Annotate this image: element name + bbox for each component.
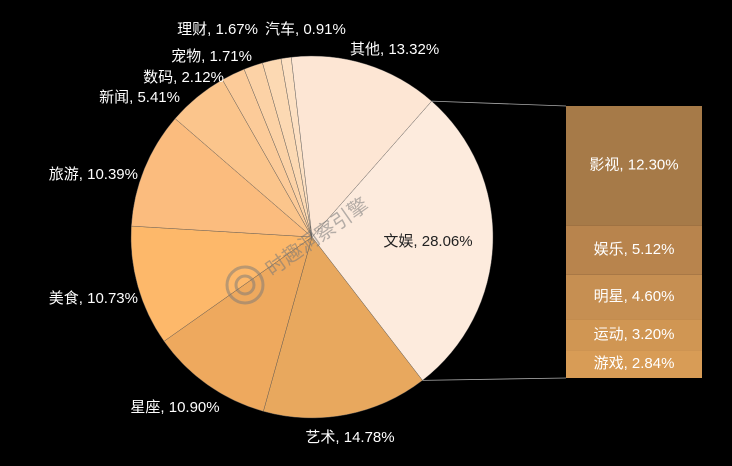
bar-label: 明星, 4.60% <box>594 288 675 305</box>
bar-segment <box>566 106 702 226</box>
slice-label: 新闻, 5.41% <box>99 89 180 106</box>
watermark-icon <box>225 265 265 305</box>
slice-label: 理财, 1.67% <box>177 21 258 38</box>
watermark-icon <box>234 274 256 296</box>
bar-label: 影视, 12.30% <box>589 157 678 174</box>
pie-slice <box>311 100 494 381</box>
connector <box>422 377 567 381</box>
slice-label: 旅游, 10.39% <box>49 166 138 183</box>
pie-slice <box>163 236 313 412</box>
pie-slice <box>291 55 432 238</box>
slice-label: 汽车, 0.91% <box>265 21 346 38</box>
bar-label: 运动, 3.20% <box>594 326 675 343</box>
bar-segment <box>566 319 702 351</box>
pie-slice <box>263 236 423 419</box>
slice-label: 艺术, 14.78% <box>305 429 394 446</box>
bar-segment <box>566 225 702 275</box>
bar-segment <box>566 350 702 378</box>
slice-label: 其他, 13.32% <box>350 41 439 58</box>
slice-label: 文娱, 28.06% <box>383 233 472 250</box>
bar-label: 娱乐, 5.12% <box>594 241 675 258</box>
slice-label: 星座, 10.90% <box>130 399 219 416</box>
bar-label: 游戏, 2.84% <box>594 355 675 372</box>
bar-segment <box>566 274 702 320</box>
slice-label: 美食, 10.73% <box>49 290 138 307</box>
pie-slice <box>130 225 313 342</box>
slice-label: 宠物, 1.71% <box>171 48 252 65</box>
connector <box>431 100 567 107</box>
slice-label: 数码, 2.12% <box>143 69 224 86</box>
pie-slice <box>131 118 313 238</box>
